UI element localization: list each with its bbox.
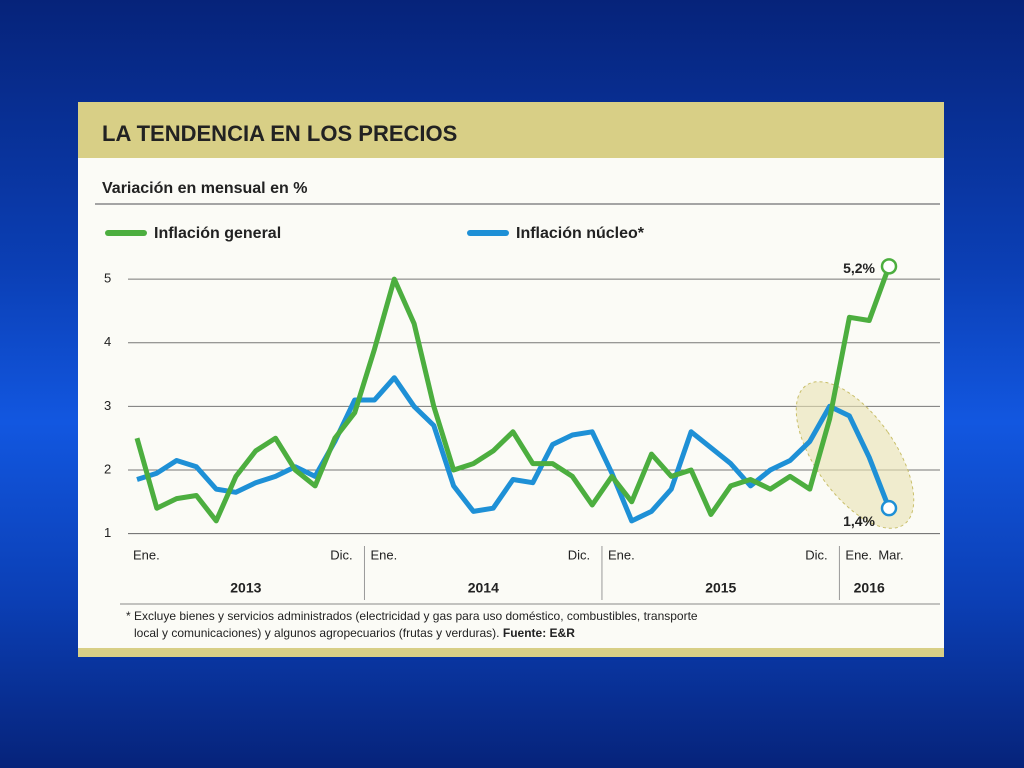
line-series: [134, 265, 892, 524]
x-tick-label: Ene.: [370, 547, 397, 562]
annotation: 1,4%: [843, 513, 875, 529]
x-tick-label: Dic.: [568, 547, 590, 562]
year-label: 2016: [854, 580, 885, 596]
annotation: 5,2%: [843, 260, 875, 276]
x-tick-label: Mar.: [878, 547, 903, 562]
y-tick-label: 3: [104, 398, 111, 413]
end-marker: [880, 499, 898, 517]
y-tick-label: 5: [104, 271, 111, 286]
x-tick-label: Dic.: [805, 547, 827, 562]
legend-label: Inflación general: [154, 225, 281, 242]
subtitle: Variación en mensual en %: [102, 180, 307, 197]
legend-label: Inflación núcleo*: [516, 225, 645, 242]
y-tick-label: 1: [104, 525, 111, 540]
footnote: local y comunicaciones) y algunos agrope…: [134, 626, 575, 640]
year-label: 2014: [468, 580, 499, 596]
x-tick-label: Ene.: [133, 547, 160, 562]
line-series: [136, 375, 892, 524]
bottom-band: [78, 648, 944, 657]
title-band: [78, 102, 944, 158]
footnote: * Excluye bienes y servicios administrad…: [126, 609, 698, 623]
year-label: 2015: [705, 580, 736, 596]
year-label: 2013: [230, 580, 261, 596]
panel: [78, 102, 944, 657]
chart-title: LA TENDENCIA EN LOS PRECIOS: [102, 121, 457, 146]
source: Fuente: E&R: [503, 626, 575, 640]
x-tick-label: Ene.: [845, 547, 872, 562]
y-tick-label: 2: [104, 461, 111, 476]
x-tick-label: Ene.: [608, 547, 635, 562]
footnote-text: local y comunicaciones) y algunos agrope…: [134, 626, 500, 640]
x-tick-label: Dic.: [330, 547, 352, 562]
end-marker: [880, 258, 898, 275]
y-tick-label: 4: [104, 334, 111, 349]
